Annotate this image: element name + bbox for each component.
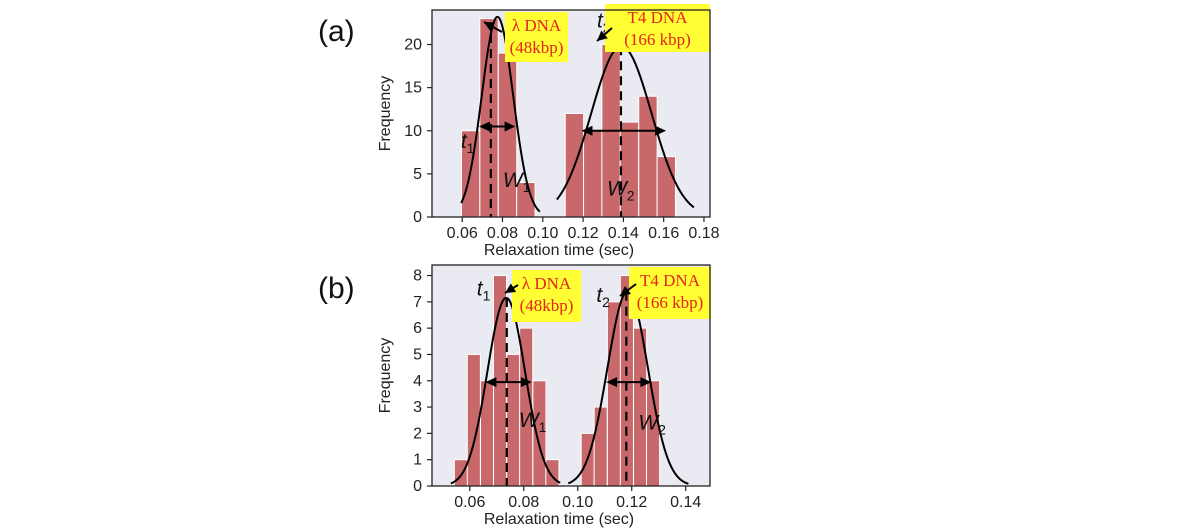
width-arrowhead-left-1: [485, 377, 497, 388]
x-tick-label: 0.08: [508, 494, 539, 511]
width-label-w1: W1: [503, 169, 531, 195]
y-tick-label: 4: [413, 373, 422, 390]
annotation-text-2-2: (166 kbp): [637, 293, 704, 312]
x-tick-label: 0.08: [487, 225, 518, 242]
annotation-highlight-2: [629, 267, 711, 319]
y-tick-label: 0: [413, 478, 422, 495]
histogram-bar-9: [656, 156, 676, 218]
annotation-text-1-2: (48kbp): [510, 38, 564, 57]
x-tick-label: 0.14: [608, 225, 639, 242]
x-tick-label: 0.12: [616, 494, 647, 511]
x-tick-label: 0.16: [648, 225, 679, 242]
y-tick-label: 6: [413, 320, 422, 337]
y-tick-label: 15: [404, 80, 422, 97]
width-arrowhead-right-2: [640, 377, 652, 388]
annotation-text-2-1: T4 DNA: [628, 8, 689, 27]
y-tick-label: 0: [413, 209, 422, 226]
y-tick-label: 1: [413, 452, 422, 469]
panel-label: (b): [318, 272, 355, 305]
annotation-highlight-1: [505, 12, 568, 62]
y-tick-label: 5: [413, 346, 422, 363]
annotation-text-2-1: T4 DNA: [640, 271, 701, 290]
annotation-arrowhead-2: [597, 30, 608, 41]
x-tick-label: 0.12: [568, 225, 599, 242]
width-arrowhead-left-2: [581, 125, 593, 136]
gaussian-fit-curve-1: [460, 15, 541, 213]
y-tick-label: 10: [404, 123, 422, 140]
annotation-highlight-2: [605, 4, 710, 52]
annotation-text-2-2: (166 kbp): [624, 30, 691, 49]
y-tick-label: 20: [404, 37, 422, 54]
y-tick-label: 2: [413, 425, 422, 442]
y-tick-label: 3: [413, 399, 422, 416]
y-tick-label: 5: [413, 166, 422, 183]
width-arrowhead-right-1: [520, 377, 532, 388]
peak-label-t1: t1: [461, 130, 475, 156]
annotation-text-1-1: λ DNA: [522, 274, 572, 293]
x-tick-label: 0.06: [447, 225, 478, 242]
axes-frame: [431, 264, 711, 487]
axes-frame: [431, 9, 711, 218]
y-axis-label: Frequency: [377, 76, 394, 152]
annotation-highlight-1: [512, 270, 581, 322]
width-arrowhead-left-2: [606, 377, 618, 388]
gaussian-fit-curve-1: [450, 296, 561, 485]
y-tick-label: 8: [413, 268, 422, 285]
annotation-text-1-2: (48kbp): [520, 296, 574, 315]
y-axis-label: Frequency: [377, 338, 394, 414]
annotation-arrowhead-1: [505, 283, 517, 293]
width-label-w1: W1: [519, 409, 547, 435]
width-label-w2: W2: [638, 411, 666, 437]
x-tick-label: 0.14: [670, 494, 701, 511]
histogram-bar-8: [638, 95, 658, 218]
x-axis-label: Relaxation time (sec): [484, 511, 634, 528]
histogram-bar-9: [593, 406, 608, 487]
histogram-bar-0: [453, 459, 468, 487]
width-label-w2: W2: [607, 177, 635, 203]
peak-label-t2: t2: [596, 284, 610, 310]
width-arrowhead-right-1: [504, 121, 516, 132]
x-tick-label: 0.18: [688, 225, 719, 242]
y-tick-label: 7: [413, 294, 422, 311]
histogram-bar-2: [497, 52, 518, 218]
x-tick-label: 0.06: [454, 494, 485, 511]
x-axis-label: Relaxation time (sec): [484, 242, 634, 259]
width-arrowhead-left-1: [478, 121, 490, 132]
peak-label-t1: t1: [477, 277, 491, 303]
x-tick-label: 0.10: [562, 494, 593, 511]
annotation-arrowhead-2: [620, 286, 631, 296]
annotation-text-1-1: λ DNA: [512, 16, 562, 35]
width-arrowhead-right-2: [655, 125, 667, 136]
panel-label: (a): [318, 15, 355, 48]
histogram-bar-5: [583, 130, 603, 218]
annotation-arrowhead-1: [484, 22, 496, 32]
chart-panel-b: t1 t2 W1 W2 λ DNA (48kbp) T4 DNA (166 kbp) 0.06 0…: [318, 264, 711, 528]
x-tick-label: 0.10: [527, 225, 558, 242]
